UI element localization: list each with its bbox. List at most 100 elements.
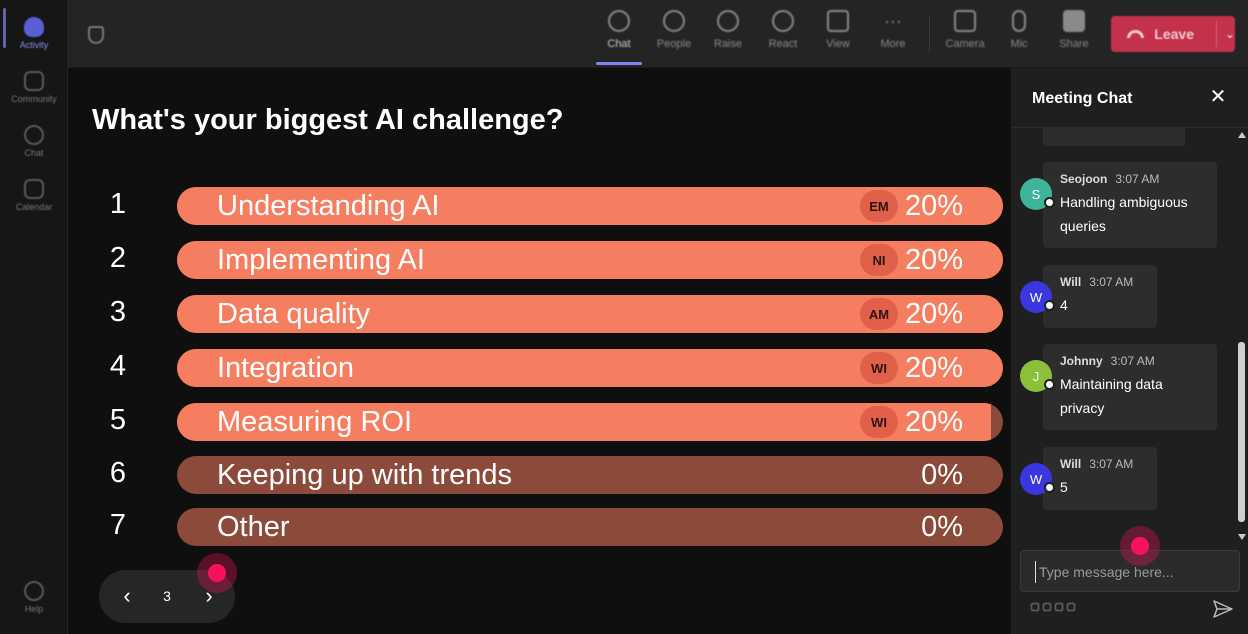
poll-option-bar[interactable]: Other 0%: [177, 508, 1003, 546]
chat-message[interactable]: Will 3:07 AM 5: [1043, 447, 1157, 510]
share-icon: [1063, 10, 1085, 32]
chat-message[interactable]: Johnny 3:07 AM Maintaining data privacy: [1043, 344, 1217, 430]
poll-option-percent: 20%: [904, 190, 963, 222]
chat-messages[interactable]: Seojoon 3:07 AM Handling ambiguous queries…: [1011, 128, 1248, 542]
rail-item-help[interactable]: Help: [0, 572, 68, 622]
shield-icon[interactable]: [88, 26, 104, 44]
voter-avatar: WI: [860, 352, 898, 384]
chevron-right-icon[interactable]: ›: [205, 583, 213, 608]
close-icon[interactable]: ✕: [1209, 86, 1227, 108]
rail-item-label: Activity: [19, 39, 49, 50]
sender-avatar[interactable]: J: [1020, 360, 1055, 392]
leave-button-divider: [1216, 21, 1217, 47]
slide-pager: ‹ 3 ›: [99, 570, 235, 623]
poll-option-label: Integration: [217, 352, 355, 384]
rail-item-calendar[interactable]: Calendar: [0, 170, 68, 220]
option-number: 4: [109, 350, 127, 382]
option-number: 6: [109, 457, 127, 489]
toolbar-button-label: Share: [1059, 38, 1089, 50]
scroll-down-icon[interactable]: [1238, 534, 1246, 540]
compose-tools: [1031, 603, 1075, 611]
message-header: Will 3:07 AM: [1060, 275, 1141, 289]
chat-icon: [24, 124, 44, 145]
page-number: 3: [163, 588, 171, 604]
message-compose-box[interactable]: [1020, 550, 1240, 592]
toolbar-button-label: People: [656, 38, 692, 50]
message-header: Seojoon 3:07 AM: [1060, 172, 1201, 186]
meeting-chat-panel: Meeting Chat ✕ Seojoon 3:07 AM Handling am…: [1010, 68, 1248, 634]
poll-option-bar[interactable]: Measuring ROI WI 20%: [177, 403, 1003, 441]
attach-icon[interactable]: [1043, 603, 1051, 611]
toolbar-react-button[interactable]: React: [757, 10, 809, 60]
poll-option-percent: 20%: [904, 406, 963, 438]
toolbar-divider: [929, 16, 930, 52]
chat-message[interactable]: Seojoon 3:07 AM Handling ambiguous queries: [1043, 162, 1217, 248]
poll-option-bar[interactable]: Keeping up with trends 0%: [177, 456, 1003, 494]
message-text: Maintaining data privacy: [1060, 376, 1163, 416]
poll-option-percent: 20%: [904, 244, 963, 276]
poll-option-label: Other: [217, 511, 290, 543]
leave-button[interactable]: Leave ⌄: [1111, 16, 1235, 52]
message-bubble: [1043, 128, 1185, 146]
message-input[interactable]: [1035, 561, 1225, 583]
poll-option-label: Measuring ROI: [217, 406, 413, 438]
poll-option-percent: 20%: [904, 298, 963, 330]
poll-option-bar[interactable]: Implementing AI NI 20%: [177, 241, 1003, 279]
chat-message[interactable]: Will 3:07 AM 4: [1043, 265, 1157, 328]
app-rail: Activity Community Chat Calendar Help: [0, 0, 68, 634]
sender-name: Will: [1060, 457, 1082, 471]
toolbar-people-button[interactable]: People: [648, 10, 700, 60]
toolbar-share-button[interactable]: Share: [1048, 10, 1100, 60]
chat-scrollbar[interactable]: [1237, 130, 1247, 542]
message-text: 4: [1060, 297, 1068, 313]
chevron-left-icon[interactable]: ‹: [123, 583, 131, 608]
hang-up-icon: [1127, 30, 1145, 38]
pointer-indicator: [1120, 526, 1160, 566]
scrollbar-thumb[interactable]: [1238, 342, 1245, 522]
rail-item-label: Chat: [24, 147, 44, 158]
message-header: Will 3:07 AM: [1060, 457, 1141, 471]
presence-icon: [1044, 300, 1055, 311]
chevron-down-icon[interactable]: ⌄: [1224, 27, 1235, 41]
scroll-up-icon[interactable]: [1238, 132, 1246, 138]
toolbar-view-button[interactable]: View: [812, 10, 864, 60]
active-tab-indicator: [596, 62, 642, 65]
avatar-initial: W: [1029, 289, 1043, 305]
toolbar-button-label: React: [768, 38, 798, 50]
smile-icon: [772, 10, 794, 32]
poll-option-percent: 20%: [904, 352, 963, 384]
presence-icon: [1044, 197, 1055, 208]
poll-option-bar[interactable]: Data quality AM 20%: [177, 295, 1003, 333]
toolbar-camera-button[interactable]: Camera: [939, 10, 991, 60]
poll-option-label: Data quality: [217, 298, 371, 330]
sender-avatar[interactable]: S: [1020, 178, 1055, 210]
toolbar-more-button[interactable]: ··· More: [867, 10, 919, 60]
message-header: Johnny 3:07 AM: [1060, 354, 1201, 368]
option-number: 5: [109, 404, 127, 436]
rail-item-community[interactable]: Community: [0, 62, 68, 112]
format-icon[interactable]: [1031, 603, 1039, 611]
poll-option-bar[interactable]: Understanding AI EM 20%: [177, 187, 1003, 225]
option-number: 2: [109, 242, 127, 274]
sender-avatar[interactable]: W: [1020, 463, 1055, 495]
camera-icon: [954, 10, 976, 32]
help-icon: [24, 580, 44, 601]
toolbar-button-label: Camera: [945, 38, 985, 50]
option-number: 1: [109, 188, 127, 220]
gif-icon[interactable]: [1067, 603, 1075, 611]
sender-avatar[interactable]: W: [1020, 281, 1055, 313]
chat-icon: [608, 10, 630, 32]
rail-item-chat[interactable]: Chat: [0, 116, 68, 166]
send-icon[interactable]: [1213, 600, 1233, 618]
poll-option-bar[interactable]: Integration WI 20%: [177, 349, 1003, 387]
rail-item-activity[interactable]: Activity: [0, 8, 68, 58]
hand-icon: [717, 10, 739, 32]
toolbar-mic-button[interactable]: Mic: [993, 10, 1045, 60]
emoji-icon[interactable]: [1055, 603, 1063, 611]
toolbar-chat-button[interactable]: Chat: [593, 10, 645, 60]
toolbar-raise-button[interactable]: Raise: [702, 10, 754, 60]
bell-icon: [24, 16, 44, 37]
rail-item-label: Calendar: [15, 201, 53, 212]
option-number: 7: [109, 509, 127, 541]
toolbar-button-label: Raise: [713, 38, 743, 50]
